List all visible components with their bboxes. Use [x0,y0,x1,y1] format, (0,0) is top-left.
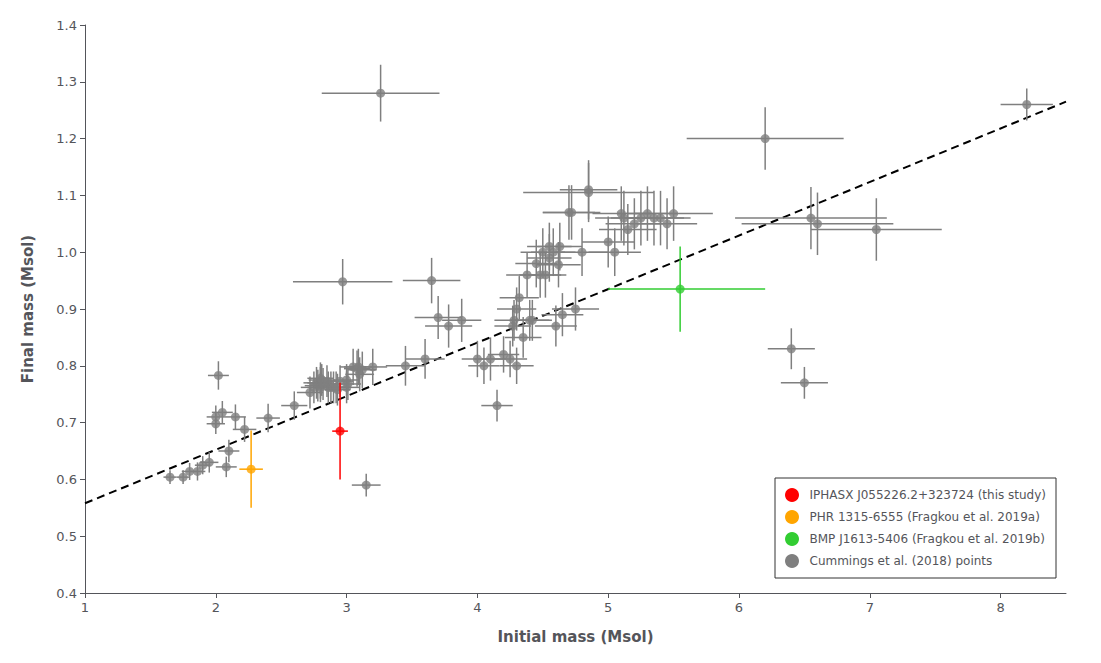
svg-text:1.0: 1.0 [56,245,77,260]
svg-text:7: 7 [866,600,874,615]
svg-text:1: 1 [81,600,89,615]
svg-text:0.4: 0.4 [56,586,77,601]
svg-text:8: 8 [996,600,1004,615]
svg-text:Cummings et al. (2018) points: Cummings et al. (2018) points [810,554,993,568]
svg-text:PHR 1315-6555 (Fragkou et al.: PHR 1315-6555 (Fragkou et al. 2019a) [810,510,1040,524]
svg-text:0.5: 0.5 [56,529,77,544]
svg-text:1.2: 1.2 [56,131,77,146]
svg-text:6: 6 [735,600,743,615]
svg-text:IPHASX J055226.2+323724 (this: IPHASX J055226.2+323724 (this study) [810,488,1046,502]
svg-text:1.1: 1.1 [56,188,77,203]
svg-text:2: 2 [212,600,220,615]
svg-text:0.9: 0.9 [56,302,77,317]
svg-text:0.7: 0.7 [56,415,77,430]
svg-text:4: 4 [473,600,481,615]
svg-text:0.6: 0.6 [56,472,77,487]
svg-text:5: 5 [604,600,612,615]
svg-text:Final mass (Msol): Final mass (Msol) [19,235,37,383]
svg-text:Initial mass (Msol): Initial mass (Msol) [497,628,653,646]
svg-text:BMP J1613-5406 (Fragkou et al.: BMP J1613-5406 (Fragkou et al. 2019b) [810,532,1045,546]
svg-text:0.8: 0.8 [56,358,77,373]
svg-text:1.3: 1.3 [56,74,77,89]
svg-text:1.4: 1.4 [56,18,77,33]
svg-text:3: 3 [342,600,350,615]
